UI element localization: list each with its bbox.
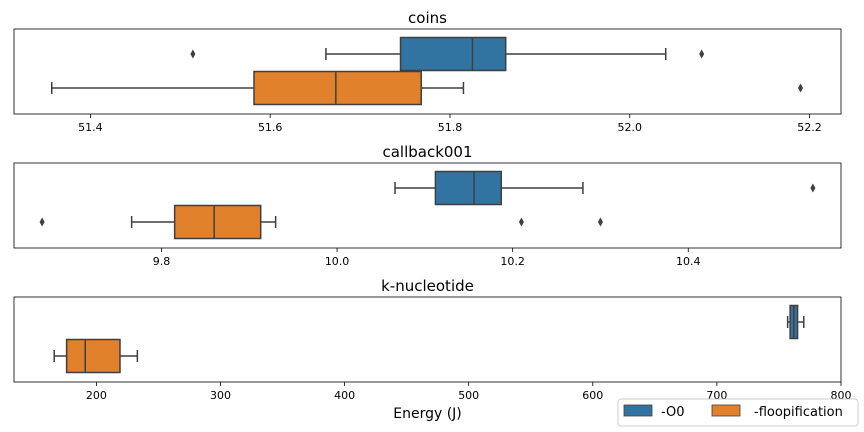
coins-o0-outlier-1 [699, 49, 705, 59]
k-nucleotide-xtick-label-4: 600 [582, 389, 603, 402]
callback001-plot [39, 170, 816, 240]
legend-label-floopification: -floopification [754, 405, 843, 420]
legend-swatch-floopification [711, 404, 741, 417]
callback001-xtick-label-1: 10.0 [325, 255, 350, 268]
legend-label-o0: -O0 [661, 405, 685, 420]
coins-o0-outlier-0 [190, 49, 196, 59]
callback001-title: callback001 [382, 143, 472, 161]
k-nucleotide-xtick-label-2: 400 [334, 389, 355, 402]
legend-swatch-o0 [623, 404, 653, 417]
callback001-x-axis: 9.8 10.0 10.2 10.4 [153, 248, 701, 268]
energy-axis-label: Energy (J) [393, 406, 462, 422]
callback001-o0-box [434, 170, 502, 206]
k-nucleotide-xtick-label-0: 200 [86, 389, 107, 402]
k-nucleotide-plot [53, 304, 805, 374]
legend: -O0 -floopification [617, 398, 859, 427]
coins-xtick-label-2: 51.8 [438, 121, 463, 134]
k-nucleotide-floopification-box [65, 338, 121, 374]
k-nucleotide-xtick-label-1: 300 [210, 389, 231, 402]
coins-plot [51, 36, 804, 106]
callback001-xtick-label-3: 10.4 [676, 255, 701, 268]
callback001-axes-frame [13, 162, 842, 249]
coins-xtick-label-3: 52.0 [618, 121, 643, 134]
callback001-floopification-outlier-1 [518, 217, 524, 227]
callback001-panel: callback001 9.8 10.0 10.2 10.4 [13, 143, 842, 268]
callback001-floopification-box [173, 204, 262, 240]
k-nucleotide-title: k-nucleotide [381, 277, 474, 295]
coins-floopification-box [253, 70, 422, 106]
coins-xtick-label-1: 51.6 [258, 121, 283, 134]
callback001-xtick-label-0: 9.8 [153, 255, 171, 268]
coins-xtick-label-4: 52.2 [797, 121, 822, 134]
coins-o0-box [399, 36, 507, 72]
callback001-o0-outlier-0 [810, 183, 816, 193]
coins-xtick-label-0: 51.4 [78, 121, 103, 134]
coins-title: coins [408, 9, 447, 27]
coins-x-axis: 51.4 51.6 51.8 52.0 52.2 [78, 114, 822, 134]
callback001-xtick-label-2: 10.2 [500, 255, 525, 268]
callback001-floopification-outlier-2 [597, 217, 603, 227]
callback001-floopification-outlier-0 [39, 217, 45, 227]
coins-axes-frame [13, 28, 842, 115]
k-nucleotide-xtick-label-3: 500 [458, 389, 479, 402]
coins-floopification-outlier-0 [798, 83, 804, 93]
coins-panel: coins 51.4 51.6 51.8 52.0 52.2 [13, 9, 842, 134]
k-nucleotide-axes-frame [13, 296, 842, 383]
